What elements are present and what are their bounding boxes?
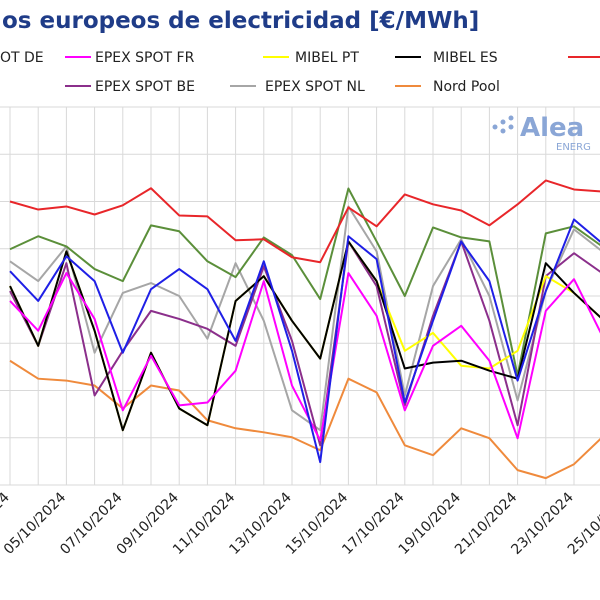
logo: Alea ENERG xyxy=(492,113,591,153)
series-line xyxy=(9,187,600,377)
logo-subtext: ENERG xyxy=(556,142,591,153)
logo-text: Alea xyxy=(520,113,584,143)
series-line xyxy=(9,240,600,447)
series-line xyxy=(9,205,600,432)
legend-label: Nord Pool xyxy=(433,79,500,95)
legend-label: EPEX SPOT NL xyxy=(265,79,365,95)
legend-label: OT DE xyxy=(0,50,44,66)
series-line xyxy=(9,218,600,464)
legend-label: MIBEL PT xyxy=(295,50,359,66)
series-line xyxy=(9,359,600,480)
series-line xyxy=(9,240,600,432)
chart-title: os europeos de electricidad [€/MWh] xyxy=(2,8,479,34)
legend-label: MIBEL ES xyxy=(433,50,498,66)
series-line xyxy=(9,179,600,264)
series-line xyxy=(9,272,600,442)
legend-label: EPEX SPOT FR xyxy=(95,50,195,66)
grid xyxy=(0,106,600,486)
legend-label: EPEX SPOT BE xyxy=(95,79,195,95)
